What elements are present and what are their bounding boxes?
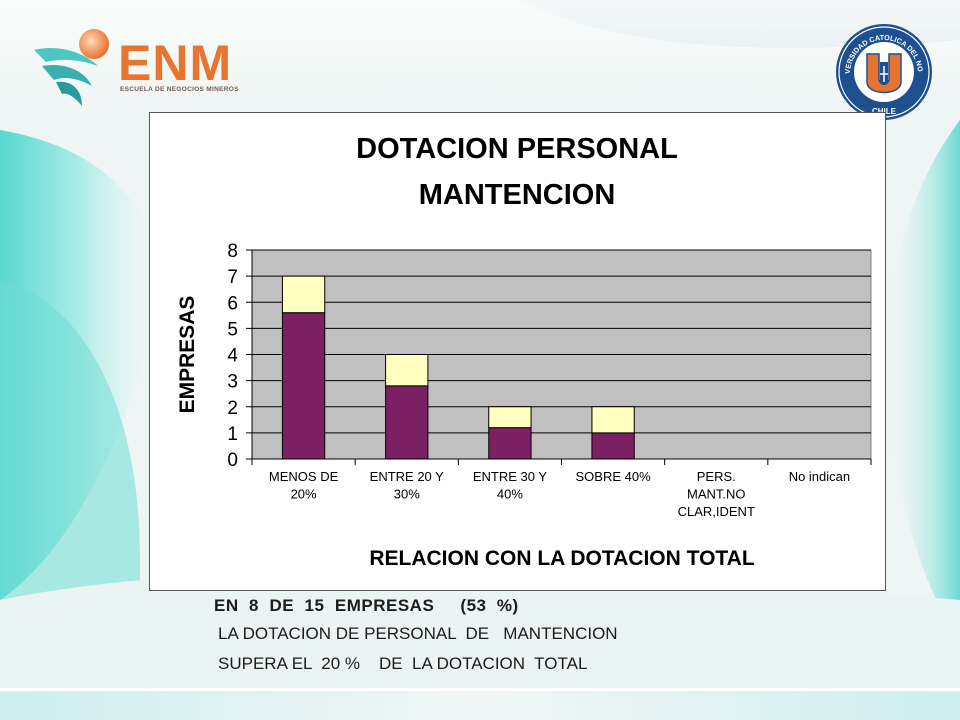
caption-line-3: SUPERA EL 20 % DE LA DOTACION TOTAL <box>218 654 588 673</box>
x-tick-label: PERS. <box>697 469 736 484</box>
y-tick-label: 4 <box>227 346 238 367</box>
chart-title-line: DOTACION PERSONAL <box>356 133 678 165</box>
y-tick-label: 5 <box>227 319 238 340</box>
x-tick-label: MENOS DE <box>269 469 339 484</box>
enm-logo-subtitle: ESCUELA DE NEGOCIOS MINEROS <box>120 86 239 93</box>
caption-line-2: LA DOTACION DE PERSONAL DE MANTENCION <box>218 624 618 643</box>
y-tick-label: 2 <box>227 398 238 419</box>
bar-segment <box>591 406 635 434</box>
x-tick-label: ENTRE 20 Y <box>370 469 445 484</box>
bar-segment <box>281 312 326 460</box>
y-tick-label: 6 <box>227 293 238 314</box>
caption-line-1: EN 8 DE 15 EMPRESAS (53 %) <box>214 596 519 615</box>
bar-segment <box>385 354 429 387</box>
x-tick-label: No indican <box>789 469 850 484</box>
bar-segment <box>488 406 532 429</box>
y-tick-label: 7 <box>227 267 238 288</box>
ucn-seal-bottom-text: CHILE <box>872 107 897 116</box>
y-tick-label: 0 <box>227 450 238 471</box>
y-tick-label: 3 <box>227 372 238 393</box>
y-tick-label: 1 <box>227 424 238 445</box>
bar-segment <box>281 275 326 314</box>
x-axis-label: RELACION CON LA DOTACION TOTAL <box>369 547 755 570</box>
bar-segment <box>385 385 429 460</box>
bar-segment <box>591 432 635 460</box>
x-tick-label: 40% <box>497 487 523 502</box>
x-tick-label: 20% <box>291 487 317 502</box>
chart-title-line: MANTENCION <box>419 179 616 211</box>
enm-logo-text: ENM <box>118 35 233 91</box>
chart-frame: DOTACION PERSONAL MANTENCION 0 1 2 3 4 5 6 7 8 EMPR… <box>149 112 886 591</box>
ucn-seal-icon: UNIVERSIDAD CATOLICA DEL NORTE CHILE <box>834 22 932 120</box>
y-axis-label: EMPRESAS <box>176 296 199 414</box>
bar-chart: DOTACION PERSONAL MANTENCION 0 1 2 3 4 5 6 7 8 EMPR… <box>176 133 872 570</box>
x-tick-label: MANT.NO <box>687 487 746 502</box>
y-tick-label: 8 <box>227 241 238 262</box>
x-tick-label: SOBRE 40% <box>576 469 652 484</box>
x-tick-label: ENTRE 30 Y <box>473 469 548 484</box>
enm-logo-icon <box>34 29 109 106</box>
bar-segment <box>488 427 532 460</box>
x-tick-label: CLAR,IDENT <box>678 504 755 519</box>
x-tick-label: 30% <box>394 487 420 502</box>
